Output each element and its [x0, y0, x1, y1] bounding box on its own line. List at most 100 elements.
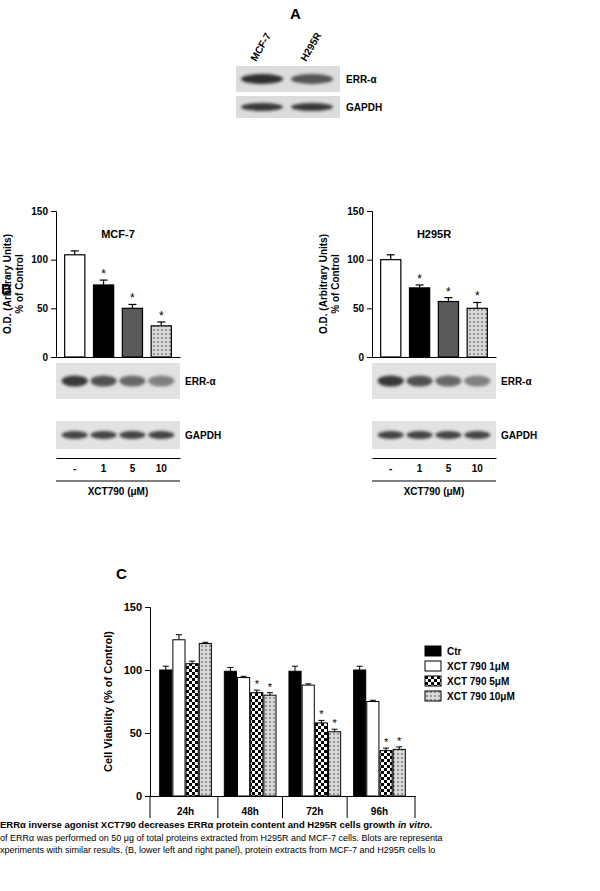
tick-label: 150 — [347, 206, 364, 217]
error-cap — [227, 667, 233, 668]
axis-title: XCT790 (μM) — [88, 486, 149, 497]
caption-title: ERRα inverse agonist XCT790 decreases ER… — [0, 819, 432, 830]
caption-line: of ERRα was performed on 50 μg of total … — [0, 833, 443, 843]
caption-title-part: ERRα inverse agonist XCT790 decreases ER… — [0, 819, 395, 830]
category-axis: - 1 5 10 — [57, 458, 181, 474]
tick: 0 — [42, 352, 56, 363]
bar — [93, 285, 113, 357]
error-bar — [189, 661, 195, 664]
error-cap — [387, 254, 395, 255]
y-axis: 050100150 — [31, 206, 56, 363]
blot-band — [291, 74, 333, 84]
bar — [289, 671, 301, 796]
tick-label: 100 — [347, 254, 364, 265]
bar — [409, 288, 429, 357]
tick-label: 10 — [156, 463, 168, 474]
legend-label: XCT 790 1μM — [447, 661, 509, 672]
tick: 50 — [37, 303, 56, 314]
blot-background — [236, 96, 340, 118]
tick-label: 50 — [353, 303, 365, 314]
bar — [186, 664, 198, 796]
bar — [264, 695, 276, 796]
bar — [354, 670, 366, 796]
error-line — [178, 635, 179, 640]
tick: 5 — [130, 458, 136, 474]
tick-label: 1 — [101, 463, 107, 474]
axis-line — [145, 608, 151, 797]
error-bar — [332, 729, 338, 732]
tick-mark — [51, 357, 56, 358]
blot-band — [62, 431, 88, 439]
error-bar — [370, 700, 376, 701]
tick: 48h — [242, 796, 259, 817]
blot-band — [435, 431, 461, 439]
error-bar — [254, 690, 260, 693]
error-line — [295, 666, 296, 671]
tick: 150 — [31, 206, 56, 217]
category-axis: -1510 — [373, 458, 497, 474]
blot-band — [435, 376, 461, 387]
tick: - — [389, 458, 392, 474]
legend-swatch — [425, 661, 441, 671]
error-bar — [176, 635, 182, 640]
bar — [467, 308, 487, 357]
blot-background — [372, 363, 496, 399]
blot-band — [378, 431, 404, 439]
error-bar — [357, 666, 363, 670]
tick-mark — [367, 260, 372, 261]
separator — [56, 481, 180, 482]
blot-band — [241, 74, 283, 84]
plot-area — [65, 251, 172, 357]
error-cap — [292, 666, 298, 667]
axis-title: % of Control — [330, 254, 341, 314]
bar — [438, 302, 458, 357]
blot-band — [148, 376, 174, 387]
tick-mark — [145, 733, 150, 734]
significance: * — [446, 285, 451, 299]
axis-title: O.D. (Arbitrary Units) — [2, 234, 13, 334]
tick-label: 24h — [177, 806, 194, 817]
error-cap — [71, 250, 79, 251]
blot-band — [464, 431, 490, 439]
band-label: GAPDH — [501, 430, 537, 441]
plot-area — [381, 255, 488, 357]
bar — [199, 644, 211, 796]
axis-line — [373, 458, 497, 459]
band-label: GAPDH — [346, 102, 382, 113]
series — [173, 635, 379, 796]
tick: - — [73, 458, 76, 474]
bar — [380, 751, 392, 796]
chart-title: H295R — [417, 228, 451, 240]
tick-mark — [367, 211, 372, 212]
significance: * — [417, 272, 422, 286]
error-line — [230, 667, 231, 671]
error-bar — [396, 747, 402, 750]
tick-mark — [51, 260, 56, 261]
tick: 100 — [347, 254, 372, 265]
error-cap — [176, 634, 182, 635]
x-axis — [373, 357, 497, 358]
significance: * — [332, 717, 337, 729]
caption-title-part: in vitro. — [398, 819, 432, 830]
error-bar — [241, 676, 247, 677]
figure: AMCF-7H295RERR-αGAPDHB***050100150MCF-7O… — [0, 0, 600, 891]
error-bar — [71, 251, 79, 255]
separator — [347, 796, 348, 818]
separator — [150, 796, 151, 818]
bar — [251, 693, 263, 796]
bar — [302, 685, 314, 796]
legend-label: XCT 790 5μM — [447, 676, 509, 687]
tick: 0 — [358, 352, 372, 363]
error-cap — [189, 661, 195, 662]
tick-label: 50 — [37, 303, 49, 314]
band-label: ERR-α — [346, 74, 377, 85]
axis-title: Cell Viability (% of Control) — [102, 631, 114, 772]
error-bar — [383, 748, 389, 751]
bar — [238, 678, 250, 796]
tick: 1 — [101, 458, 107, 474]
tick-mark — [145, 607, 150, 608]
tick: 24h — [177, 796, 194, 817]
tick: 10 — [472, 458, 484, 474]
error-bar — [267, 693, 273, 696]
tick: 100 — [124, 664, 150, 676]
